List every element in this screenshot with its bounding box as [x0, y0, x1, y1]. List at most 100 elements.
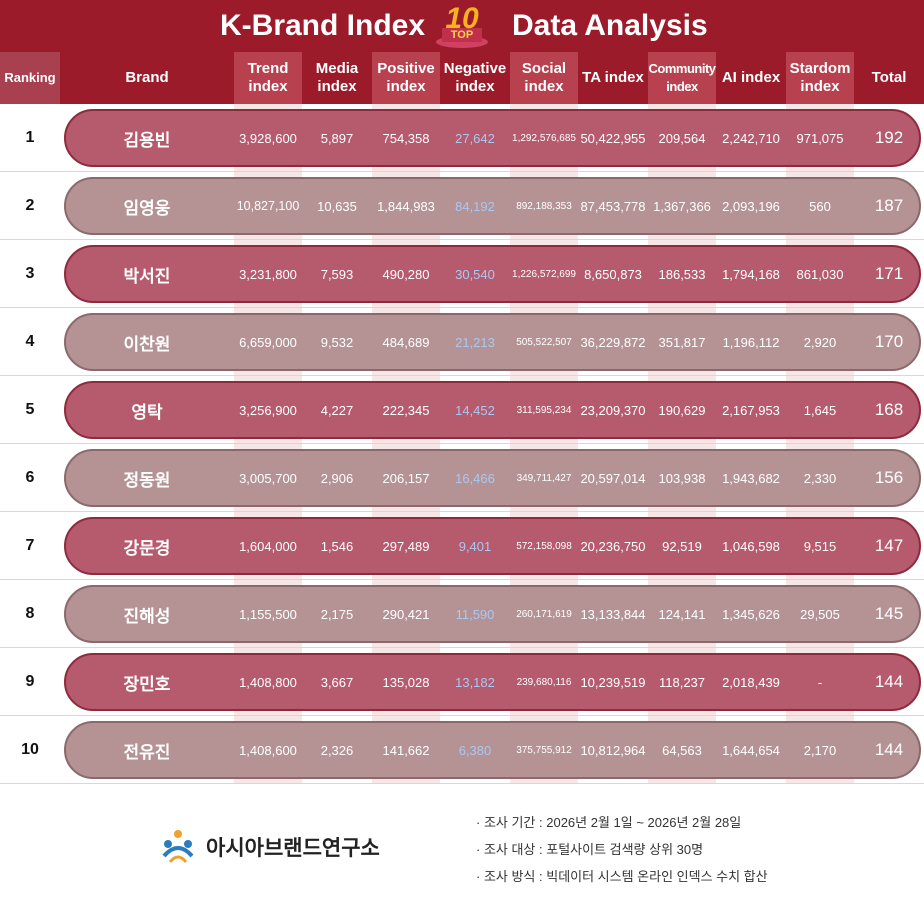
row-pill — [64, 585, 921, 643]
brand-name: 박서진 — [123, 266, 171, 286]
index-value: 2,167,953 — [722, 402, 780, 418]
index-value: 1,943,682 — [722, 470, 780, 486]
index-value: 16,466 — [455, 470, 495, 486]
column-header: Social index — [510, 52, 578, 104]
index-value: 87,453,778 — [580, 198, 646, 214]
rank: 1 — [25, 129, 35, 146]
index-value: 209,564 — [658, 130, 706, 146]
column-header: TA index — [578, 52, 648, 104]
index-value: 290,421 — [382, 606, 430, 622]
brand-name: 전유진 — [123, 742, 171, 762]
index-value: 1,794,168 — [722, 266, 780, 282]
index-value: 11,590 — [455, 606, 495, 622]
column-header: Brand — [60, 52, 234, 104]
index-value: 1,345,626 — [722, 606, 780, 622]
index-value: 20,597,014 — [580, 470, 646, 486]
brand-name: 김용빈 — [123, 130, 171, 150]
index-value: 7,593 — [320, 266, 354, 282]
index-value: 2,920 — [803, 334, 837, 350]
index-value: 2,018,439 — [722, 674, 780, 690]
index-value: 1,408,600 — [239, 742, 297, 758]
index-value: 50,422,955 — [580, 130, 646, 146]
row-separator — [0, 307, 924, 308]
index-value: 170 — [874, 332, 904, 351]
index-value: 349,711,427 — [516, 472, 572, 484]
index-value: 187 — [874, 196, 904, 215]
index-value: 27,642 — [455, 130, 495, 146]
column-header: Stardom index — [786, 52, 854, 104]
column-header: Media index — [302, 52, 372, 104]
index-value: 971,075 — [796, 130, 844, 146]
index-value: 13,133,844 — [580, 606, 646, 622]
index-value: 1,408,800 — [239, 674, 297, 690]
index-value: 484,689 — [382, 334, 430, 350]
index-value: 1,844,983 — [377, 198, 435, 214]
index-value: 6,380 — [458, 742, 492, 758]
index-value: 1,644,654 — [722, 742, 780, 758]
title-right: Data Analysis — [512, 9, 708, 42]
rank: 8 — [25, 605, 35, 622]
index-value: 1,367,366 — [653, 198, 711, 214]
brand-name: 정동원 — [123, 470, 171, 490]
row-pill — [64, 245, 921, 303]
index-value: 14,452 — [455, 402, 495, 418]
index-value: 2,093,196 — [722, 198, 780, 214]
index-value: 10,812,964 — [580, 742, 646, 758]
index-value: 4,227 — [320, 402, 354, 418]
index-value: 21,213 — [455, 334, 495, 350]
rank: 9 — [25, 673, 35, 690]
index-value: 1,196,112 — [722, 334, 780, 350]
row-separator — [0, 511, 924, 512]
row-pill — [64, 381, 921, 439]
index-value: 10,827,100 — [236, 199, 300, 213]
index-value: 3,231,800 — [239, 266, 297, 282]
index-value: 260,171,619 — [516, 608, 572, 620]
row-pill — [64, 653, 921, 711]
index-value: 92,519 — [662, 538, 702, 554]
index-value: 3,667 — [320, 674, 354, 690]
organization: 아시아브랜드연구소 — [206, 837, 380, 860]
index-value: 222,345 — [382, 402, 430, 418]
row-pill — [64, 109, 921, 167]
brand-name: 진해성 — [123, 606, 171, 626]
index-value: 20,236,750 — [580, 538, 646, 554]
column-header: AI index — [716, 52, 786, 104]
index-value: 6,659,000 — [239, 334, 297, 350]
index-value: 23,209,370 — [580, 402, 646, 418]
note: · 조사 대상 : 포털사이트 검색량 상위 30명 — [476, 842, 704, 857]
index-value: 156 — [874, 468, 904, 487]
rank: 7 — [25, 537, 35, 554]
row-separator — [0, 715, 924, 716]
brand-name: 이찬원 — [123, 334, 171, 354]
column-header: Trend index — [234, 52, 302, 104]
note: · 조사 방식 : 빅데이터 시스템 온라인 인덱스 수치 합산 — [476, 869, 768, 884]
badge-graphic — [436, 28, 488, 48]
index-value: 3,005,700 — [239, 470, 297, 486]
brand-name: 강문경 — [123, 538, 171, 558]
brand-name: 영탁 — [131, 402, 163, 422]
index-value: 168 — [874, 400, 904, 419]
column-header: Ranking — [0, 52, 60, 104]
index-value: 124,141 — [658, 606, 706, 622]
index-value: 2,330 — [803, 470, 837, 486]
index-value: 892,188,353 — [516, 200, 572, 212]
row-separator — [0, 783, 924, 784]
badge-number: 10 — [445, 2, 479, 35]
row-pill — [64, 177, 921, 235]
badge-text: TOP — [450, 29, 474, 41]
rank: 3 — [25, 265, 35, 282]
index-value: 118,237 — [658, 674, 706, 690]
index-value: 171 — [874, 264, 904, 283]
index-value: 1,604,000 — [239, 538, 297, 554]
logo-graphic — [162, 830, 194, 863]
index-value: 144 — [874, 740, 904, 759]
index-value: 375,755,912 — [516, 744, 572, 756]
rank: 6 — [25, 469, 35, 486]
index-value: 141,662 — [382, 742, 430, 758]
row-separator — [0, 239, 924, 240]
brand-name: 임영웅 — [123, 198, 171, 218]
index-value: 1,292,576,685 — [512, 132, 576, 144]
index-value: 2,326 — [320, 742, 354, 758]
index-value: 9,401 — [458, 538, 492, 554]
